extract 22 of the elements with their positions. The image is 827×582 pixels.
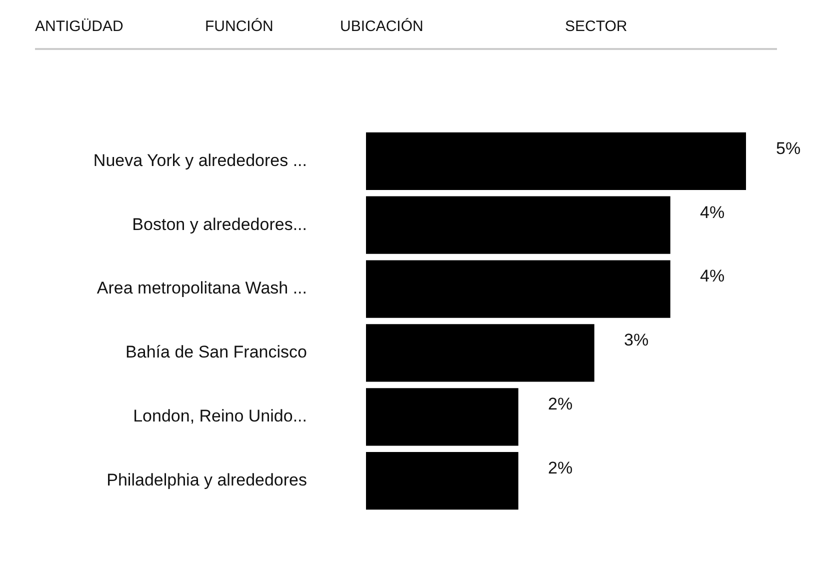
bar: [366, 132, 746, 190]
y-tick-label: Boston y alrededores...: [132, 214, 307, 234]
text: UBICACIÓN: [340, 18, 424, 35]
bar: [366, 388, 518, 446]
y-tick-label: London, Reino Unido...: [133, 406, 307, 426]
y-tick-label: Bahía de San Francisco: [126, 342, 307, 362]
data-label: 5%: [776, 138, 801, 158]
data-label: 3%: [624, 330, 649, 350]
data-label: 4%: [700, 202, 725, 222]
y-tick-label: Philadelphia y alrededores: [106, 470, 307, 490]
y-tick-label: Area metropolitana Wash ...: [96, 278, 307, 298]
data-label: 2%: [548, 458, 573, 478]
bar: [366, 452, 518, 510]
data-label: 2%: [548, 394, 573, 414]
text: FUNCIÓN: [205, 18, 274, 35]
data-label: 4%: [700, 266, 725, 286]
text: ANTIGÜDAD: [35, 18, 124, 35]
text: SECTOR: [565, 18, 628, 35]
bar: [366, 196, 670, 254]
bar: [366, 324, 594, 382]
y-tick-label: Nueva York y alrededores ...: [93, 150, 307, 170]
bar: [366, 260, 670, 318]
